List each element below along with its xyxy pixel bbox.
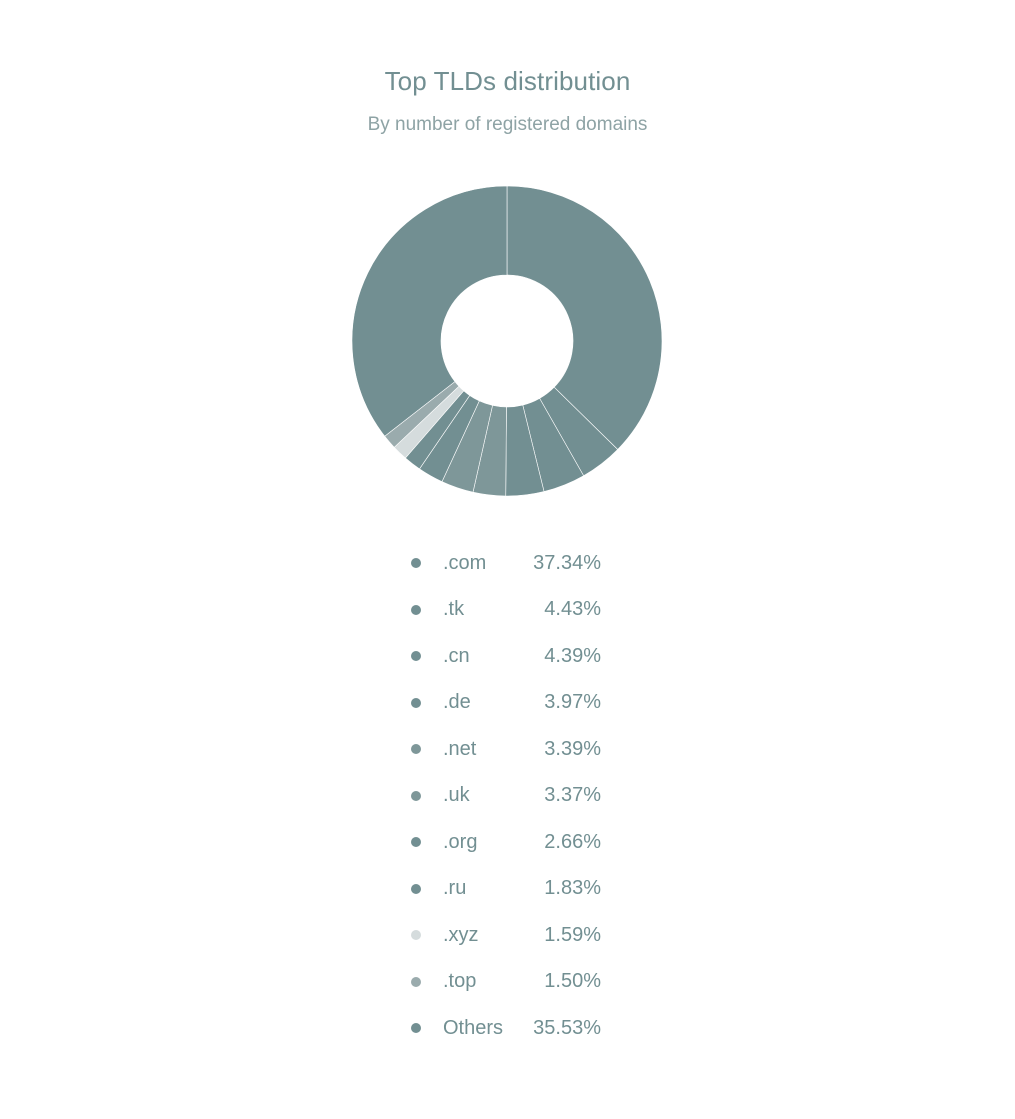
legend-item-xyz[interactable]: .xyz 1.59% <box>404 912 614 959</box>
donut-slice-others[interactable] <box>351 185 508 437</box>
legend-label: Others <box>443 1016 504 1039</box>
legend-item-de[interactable]: .de 3.97% <box>404 680 614 727</box>
legend-item-net[interactable]: .net 3.39% <box>404 726 614 773</box>
chart-legend: .com 37.34% .tk 4.43% .cn 4.39% .de 3.97% .net 3.… <box>404 540 614 1052</box>
donut-chart <box>351 185 663 497</box>
legend-value: 4.39% <box>544 644 601 667</box>
legend-item-com[interactable]: .com 37.34% <box>404 540 614 587</box>
legend-value: 3.37% <box>544 784 601 807</box>
legend-value: 2.66% <box>544 830 601 853</box>
legend-label: .tk <box>443 598 465 621</box>
legend-dot-icon <box>411 744 421 755</box>
chart-subtitle: By number of registered domains <box>367 114 648 135</box>
legend-dot-icon <box>411 883 421 894</box>
legend-label: .com <box>443 551 487 574</box>
legend-label: .ru <box>443 877 467 900</box>
legend-value: 3.39% <box>544 737 601 760</box>
legend-label: .xyz <box>443 923 479 946</box>
legend-dot-icon <box>411 604 421 615</box>
legend-item-org[interactable]: .org 2.66% <box>404 819 614 866</box>
legend-item-uk[interactable]: .uk 3.37% <box>404 773 614 820</box>
legend-dot-icon <box>411 558 421 569</box>
legend-value: 4.43% <box>544 598 601 621</box>
legend-value: 1.83% <box>544 877 601 900</box>
chart-title: Top TLDs distribution <box>384 66 631 96</box>
donut-slice-com[interactable] <box>506 185 663 450</box>
legend-dot-icon <box>411 651 421 662</box>
legend-value: 35.53% <box>533 1016 601 1039</box>
legend-item-top[interactable]: .top 1.50% <box>404 959 614 1006</box>
legend-label: .net <box>443 737 477 760</box>
legend-item-tk[interactable]: .tk 4.43% <box>404 587 614 634</box>
legend-dot-icon <box>411 697 421 708</box>
legend-label: .de <box>443 691 471 714</box>
legend-dot-icon <box>411 930 421 941</box>
legend-label: .uk <box>443 784 470 807</box>
legend-item-others[interactable]: Others 35.53% <box>404 1005 614 1052</box>
legend-dot-icon <box>411 1023 421 1034</box>
legend-item-ru[interactable]: .ru 1.83% <box>404 866 614 913</box>
legend-dot-icon <box>411 790 421 801</box>
legend-label: .top <box>443 970 477 993</box>
legend-dot-icon <box>411 976 421 987</box>
legend-dot-icon <box>411 837 421 848</box>
legend-label: .org <box>443 830 478 853</box>
legend-item-cn[interactable]: .cn 4.39% <box>404 633 614 680</box>
legend-value: 1.59% <box>544 923 601 946</box>
legend-value: 1.50% <box>544 970 601 993</box>
legend-label: .cn <box>443 644 470 667</box>
legend-value: 37.34% <box>533 551 601 574</box>
legend-value: 3.97% <box>544 691 601 714</box>
